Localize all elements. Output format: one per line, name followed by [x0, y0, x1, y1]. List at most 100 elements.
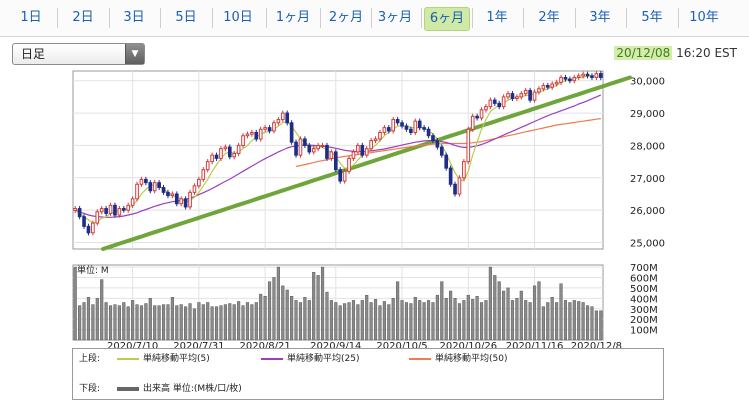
- volume-bar: [329, 300, 333, 341]
- volume-bar: [73, 266, 77, 341]
- tab-5[interactable]: 10日: [223, 10, 253, 25]
- date-tick-label: 2020/9/14: [310, 341, 361, 352]
- candle-period-select[interactable]: 日足 ▼: [12, 43, 145, 65]
- tab-14[interactable]: 10年: [689, 10, 719, 25]
- volume-tick-label: 400M: [630, 294, 658, 305]
- ma5-swatch: [117, 357, 139, 360]
- volume-bar: [524, 300, 528, 341]
- volume-bar: [453, 298, 457, 341]
- volume-bar: [546, 302, 550, 341]
- candle-body: [232, 153, 237, 158]
- volume-bar: [519, 290, 523, 341]
- volume-bar: [184, 306, 188, 341]
- tab-6[interactable]: 1ヶ月: [275, 10, 311, 25]
- volume-bar: [78, 305, 82, 341]
- candle-period-value: 日足: [21, 47, 46, 61]
- candle-body: [86, 225, 91, 234]
- candle-body: [479, 109, 484, 119]
- candle-body: [386, 127, 391, 132]
- candle-body: [338, 169, 343, 182]
- tab-13[interactable]: 5年: [641, 10, 663, 25]
- tab-10[interactable]: 1年: [486, 10, 508, 25]
- last-updated-timestamp: 20/12/08 16:20 EST: [614, 43, 737, 63]
- candle-body: [431, 135, 435, 142]
- candle-body: [113, 204, 117, 216]
- volume-bar: [104, 302, 108, 341]
- volume-bar: [541, 306, 545, 341]
- tab-4[interactable]: 5日: [175, 10, 197, 25]
- volume-bar: [506, 287, 510, 341]
- tab-7[interactable]: 2ヶ月: [328, 10, 364, 25]
- candle-body: [294, 141, 298, 156]
- volume-bar: [497, 281, 501, 341]
- volume-bar: [272, 277, 276, 341]
- tab-8[interactable]: 3ヶ月: [377, 10, 413, 25]
- volume-bar: [316, 275, 320, 341]
- volume-bar: [568, 302, 572, 341]
- candle-body: [104, 208, 108, 214]
- volume-bar: [170, 297, 174, 341]
- candle-body: [484, 106, 488, 111]
- candle-body: [545, 85, 550, 88]
- tab-12[interactable]: 3年: [589, 10, 611, 25]
- volume-bar: [241, 305, 245, 341]
- candle-body: [444, 154, 449, 169]
- volume-bar: [369, 302, 373, 341]
- candle-body: [316, 144, 320, 150]
- volume-bar: [263, 296, 267, 341]
- candle-body: [135, 183, 139, 200]
- volume-bar: [201, 304, 205, 341]
- candle-body: [144, 178, 148, 184]
- candle-body: [417, 120, 422, 129]
- candle-body: [519, 93, 524, 98]
- volume-bar: [325, 291, 329, 341]
- tab-separator: [320, 8, 321, 28]
- candle-body: [95, 211, 100, 224]
- volume-bar: [559, 283, 563, 341]
- volume-bar: [400, 300, 404, 341]
- volume-bar: [232, 304, 236, 341]
- volume-bar: [259, 293, 263, 341]
- tab-separator: [266, 8, 267, 28]
- volume-swatch: [117, 386, 139, 391]
- price-tick-label: 25,000: [630, 239, 665, 250]
- tab-9[interactable]: 6ヶ月: [424, 7, 470, 31]
- tab-11[interactable]: 2年: [538, 10, 560, 25]
- volume-bar: [555, 302, 559, 341]
- volume-bar: [250, 304, 254, 341]
- volume-bar: [139, 305, 144, 341]
- volume-tick-label: 500M: [630, 284, 658, 295]
- tab-1[interactable]: 1日: [20, 10, 42, 25]
- price-tick-label: 29,000: [630, 109, 665, 120]
- candle-body: [333, 151, 338, 171]
- candle-body: [91, 222, 95, 234]
- candle-body: [550, 83, 555, 88]
- volume-bar: [378, 305, 382, 341]
- volume-tick-label: 200M: [630, 315, 658, 326]
- candle-body: [289, 122, 294, 143]
- tab-separator: [626, 8, 627, 28]
- candle-body: [250, 131, 254, 135]
- candle-body: [559, 76, 563, 83]
- tab-separator: [678, 8, 679, 28]
- volume-bar: [285, 289, 289, 341]
- candle-body: [166, 191, 170, 197]
- candle-body: [563, 76, 568, 80]
- candle-body: [267, 127, 272, 132]
- volume-bar: [347, 302, 351, 341]
- volume-bar: [267, 281, 272, 341]
- dropdown-arrow-icon[interactable]: ▼: [125, 44, 144, 64]
- candle-body: [298, 138, 303, 156]
- candle-body: [223, 146, 228, 150]
- volume-bar: [338, 305, 342, 341]
- volume-bar: [148, 298, 152, 341]
- candle-body: [475, 115, 479, 119]
- candle-body: [329, 151, 334, 159]
- tab-2[interactable]: 2日: [72, 10, 94, 25]
- candle-body: [510, 93, 515, 100]
- ma25-line: [74, 94, 602, 218]
- tab-3[interactable]: 3日: [123, 10, 145, 25]
- volume-bar: [228, 303, 232, 341]
- candle-body: [236, 144, 241, 155]
- volume-panel: [72, 264, 604, 341]
